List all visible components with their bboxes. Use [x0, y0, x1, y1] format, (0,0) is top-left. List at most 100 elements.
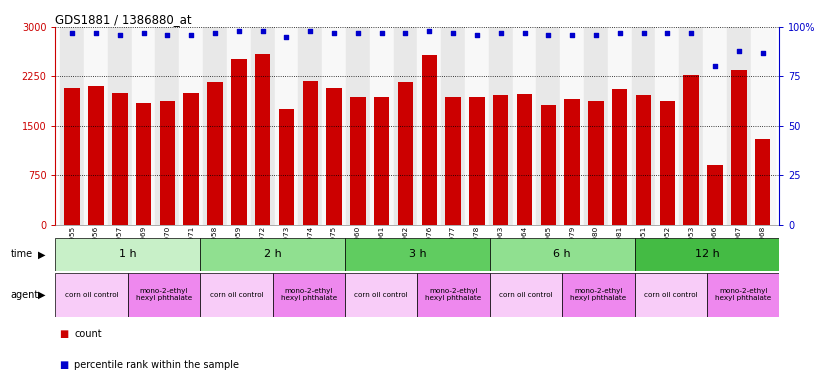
Point — [352, 30, 365, 36]
Text: corn oil control: corn oil control — [64, 292, 118, 298]
Bar — [160, 101, 175, 225]
Bar — [565, 99, 580, 225]
Bar — [490, 273, 562, 317]
Text: mono-2-ethyl
hexyl phthalate: mono-2-ethyl hexyl phthalate — [425, 288, 481, 301]
Bar — [184, 93, 199, 225]
Bar — [55, 273, 128, 317]
Bar — [659, 101, 675, 225]
Text: corn oil control: corn oil control — [499, 292, 552, 298]
Bar — [88, 86, 104, 225]
Bar — [128, 273, 200, 317]
Text: ▶: ▶ — [38, 290, 45, 300]
Bar — [251, 27, 274, 225]
Point — [637, 30, 650, 36]
Bar — [273, 273, 345, 317]
Bar — [345, 273, 418, 317]
Bar — [350, 97, 366, 225]
Bar — [632, 27, 655, 225]
Bar — [60, 27, 84, 225]
Bar — [536, 27, 561, 225]
Point — [756, 50, 769, 56]
Bar — [374, 97, 389, 225]
Text: ▶: ▶ — [38, 249, 45, 260]
Bar — [446, 98, 461, 225]
Bar — [418, 273, 490, 317]
Bar — [517, 94, 532, 225]
Bar — [489, 27, 512, 225]
Bar — [635, 238, 779, 271]
Text: ■: ■ — [60, 329, 69, 339]
Text: percentile rank within the sample: percentile rank within the sample — [74, 360, 239, 370]
Bar — [227, 27, 251, 225]
Point — [113, 32, 126, 38]
Point — [470, 32, 483, 38]
Point — [161, 32, 174, 38]
Bar — [707, 166, 723, 225]
Bar — [679, 27, 703, 225]
Bar — [490, 238, 635, 271]
Text: 2 h: 2 h — [264, 249, 282, 260]
Bar — [180, 27, 203, 225]
Bar — [135, 103, 151, 225]
Text: mono-2-ethyl
hexyl phthalate: mono-2-ethyl hexyl phthalate — [715, 288, 771, 301]
Bar — [345, 238, 490, 271]
Point — [732, 48, 745, 54]
Bar — [207, 82, 223, 225]
Text: 6 h: 6 h — [553, 249, 571, 260]
Bar — [561, 27, 584, 225]
Bar — [588, 101, 604, 225]
Bar — [465, 27, 489, 225]
Point — [280, 34, 293, 40]
Point — [614, 30, 627, 36]
Bar — [255, 54, 270, 225]
Bar — [326, 88, 342, 225]
Text: 1 h: 1 h — [119, 249, 136, 260]
Text: 3 h: 3 h — [409, 249, 426, 260]
Text: corn oil control: corn oil control — [354, 292, 408, 298]
Point — [65, 30, 78, 36]
Bar — [655, 27, 679, 225]
Point — [256, 28, 269, 34]
Point — [589, 32, 602, 38]
Bar — [469, 97, 485, 225]
Text: count: count — [74, 329, 102, 339]
Bar — [64, 88, 80, 225]
Bar — [322, 27, 346, 225]
Bar — [540, 105, 556, 225]
Point — [518, 30, 531, 36]
Bar — [397, 82, 413, 225]
Bar — [684, 75, 699, 225]
Bar — [274, 27, 299, 225]
Bar — [512, 27, 536, 225]
Text: 12 h: 12 h — [694, 249, 719, 260]
Bar — [635, 273, 707, 317]
Bar — [299, 27, 322, 225]
Text: agent: agent — [11, 290, 39, 300]
Bar — [493, 96, 508, 225]
Bar — [112, 93, 127, 225]
Bar — [303, 81, 318, 225]
Point — [327, 30, 340, 36]
Bar — [131, 27, 156, 225]
Point — [184, 32, 197, 38]
Bar — [703, 27, 727, 225]
Bar — [608, 27, 632, 225]
Point — [233, 28, 246, 34]
Text: time: time — [11, 249, 33, 260]
Point — [304, 28, 317, 34]
Point — [446, 30, 459, 36]
Bar — [707, 273, 779, 317]
Bar — [751, 27, 774, 225]
Bar — [441, 27, 465, 225]
Bar — [108, 27, 131, 225]
Bar — [636, 96, 651, 225]
Text: corn oil control: corn oil control — [210, 292, 264, 298]
Bar — [370, 27, 393, 225]
Point — [685, 30, 698, 36]
Text: mono-2-ethyl
hexyl phthalate: mono-2-ethyl hexyl phthalate — [570, 288, 627, 301]
Bar — [418, 27, 441, 225]
Text: GDS1881 / 1386880_at: GDS1881 / 1386880_at — [55, 13, 192, 26]
Bar — [731, 70, 747, 225]
Bar — [612, 89, 628, 225]
Text: mono-2-ethyl
hexyl phthalate: mono-2-ethyl hexyl phthalate — [136, 288, 193, 301]
